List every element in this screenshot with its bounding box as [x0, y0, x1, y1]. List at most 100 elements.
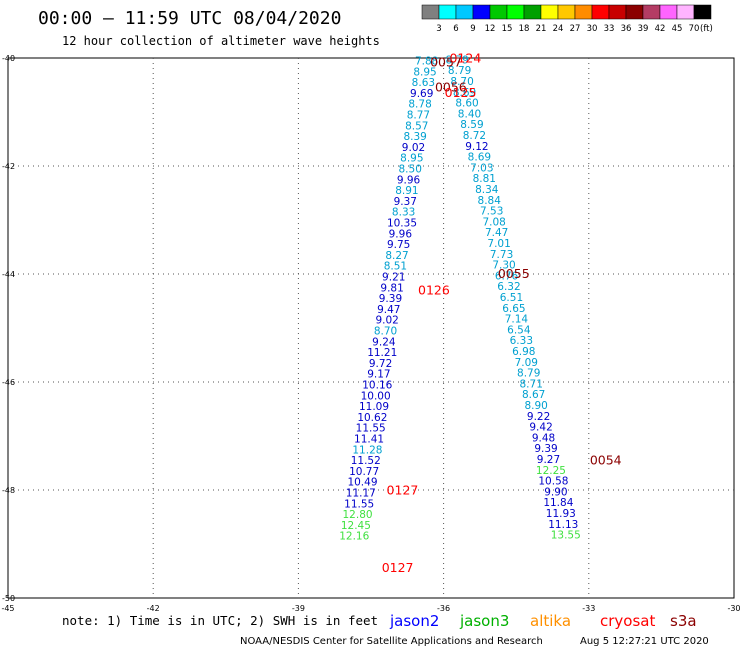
wave-height-value: 12.16 [339, 531, 369, 543]
wave-height-value: 10.58 [538, 476, 568, 488]
colorbar-swatch [608, 4, 627, 20]
colorbar-swatch [506, 4, 525, 20]
wave-height-value: 12.80 [343, 509, 373, 521]
wave-height-value: 8.78 [408, 99, 431, 111]
pass-time-label: 0057 [430, 55, 462, 70]
wave-height-value: 9.17 [367, 369, 390, 381]
wave-height-value: 11.52 [351, 455, 381, 467]
wave-height-value: 8.95 [413, 66, 436, 78]
legend-s3a: s3a [670, 612, 697, 630]
colorbar-label: 70 [689, 24, 700, 34]
wave-height-value: 8.71 [520, 378, 543, 390]
lat-tick-label: -46 [2, 378, 15, 387]
axis-ticks: -45 -42 -39 -36 -33 -30 -40 -42 -44 -46 -48 -50 [1, 54, 740, 613]
wave-height-value: 9.96 [389, 228, 413, 240]
colorbar-swatch [455, 4, 474, 20]
wave-height-value: 9.02 [402, 142, 425, 154]
wave-height-value: 9.47 [377, 304, 400, 316]
wave-height-value: 6.76 [495, 270, 519, 282]
wave-height-value: 7.30 [492, 260, 515, 272]
wave-height-value: 8.81 [473, 173, 496, 185]
wave-height-value: 8.70 [374, 325, 397, 337]
wave-height-value: 7.14 [505, 314, 529, 326]
map-frame [7, 57, 735, 599]
credit-right: Aug 5 12:27:21 UTC 2020 [580, 636, 709, 647]
wave-height-value: 8.77 [407, 109, 430, 121]
wave-height-value: 11.84 [543, 497, 573, 509]
lon-tick-label: -42 [147, 604, 160, 613]
satellite-tracks: 7.888.958.639.698.788.778.578.399.028.95… [339, 54, 581, 542]
wave-height-value: 11.13 [548, 519, 578, 531]
wave-height-value: 8.39 [403, 131, 426, 143]
wave-height-value: 8.33 [392, 207, 415, 219]
legend-altika: altika [530, 612, 571, 630]
wave-height-value: 8.57 [405, 120, 428, 132]
colorbar-swatch [625, 4, 644, 20]
colorbar-swatch [591, 4, 610, 20]
colorbar-swatch [421, 4, 440, 20]
wave-height-value: 9.48 [532, 432, 555, 444]
colorbar-swatch [540, 4, 559, 20]
wave-height-value: 6.54 [507, 324, 531, 336]
wave-height-value: 8.91 [395, 185, 418, 197]
pass-time-label: 0054 [590, 453, 622, 468]
wave-height-value: 9.39 [379, 293, 402, 305]
wave-height-value: 8.79 [445, 54, 468, 66]
wave-height-value: 11.55 [344, 498, 374, 510]
wave-height-value: 8.59 [460, 119, 483, 131]
wave-height-value: 7.47 [485, 227, 508, 239]
wave-height-value: 9.90 [544, 486, 567, 498]
wave-height-value: 8.79 [517, 368, 540, 380]
wave-height-value: 8.50 [399, 163, 422, 175]
wave-height-value: 9.22 [527, 411, 550, 423]
legend-jason2: jason2 [389, 612, 439, 630]
wave-height-value: 10.49 [347, 477, 377, 489]
wave-height-value: 8.67 [522, 389, 545, 401]
pass-time-label: 0125 [445, 85, 477, 100]
graticule [8, 58, 734, 598]
colorbar-label: 27 [570, 24, 581, 34]
wave-height-value: 7.01 [487, 238, 510, 250]
wave-height-value: 9.12 [465, 141, 488, 153]
colorbar: 3 6 9 12 15 18 21 24 27 30 33 36 39 42 45 70 [421, 4, 712, 34]
colorbar-label: 45 [672, 24, 683, 34]
wave-height-value: 8.69 [453, 87, 476, 99]
colorbar-label: 15 [502, 24, 513, 34]
wave-height-value: 9.81 [380, 282, 403, 294]
wave-height-value: 8.34 [475, 184, 499, 196]
lon-tick-label: -30 [727, 604, 740, 613]
colorbar-swatch [693, 4, 712, 20]
colorbar-swatch [472, 4, 491, 20]
wave-height-value: 10.62 [357, 412, 387, 424]
wave-height-value: 6.33 [510, 335, 533, 347]
lat-tick-label: -50 [2, 594, 15, 603]
colorbar-label: 12 [485, 24, 496, 34]
colorbar-label: 3 [436, 24, 441, 34]
pass-time-label: 0124 [449, 50, 481, 65]
lon-tick-label: -33 [582, 604, 595, 613]
colorbar-unit: (ft) [700, 24, 713, 34]
colorbar-swatch [523, 4, 542, 20]
wave-height-value: 8.72 [463, 130, 486, 142]
colorbar-label: 24 [553, 24, 564, 34]
map-subtitle: 12 hour collection of altimeter wave hei… [62, 34, 380, 48]
colorbar-label: 36 [621, 24, 632, 34]
wave-height-value: 9.42 [529, 422, 552, 434]
wave-height-value: 13.55 [551, 530, 581, 542]
legend-cryosat: cryosat [600, 612, 655, 630]
pass-time-label: 0055 [498, 266, 530, 281]
wave-height-value: 9.24 [372, 336, 396, 348]
footnote: note: 1) Time is in UTC; 2) SWH is in fe… [62, 613, 378, 628]
lon-tick-label: -45 [1, 604, 14, 613]
wave-height-value: 8.60 [455, 98, 478, 110]
satellite-legend: jason2 jason3 altika cryosat s3a [389, 612, 697, 630]
wave-height-value: 8.51 [384, 261, 407, 273]
lat-tick-label: -44 [2, 270, 15, 279]
wave-height-value: 6.98 [512, 346, 535, 358]
wave-height-value: 9.21 [382, 271, 405, 283]
colorbar-label: 9 [470, 24, 475, 34]
colorbar-label: 6 [453, 24, 458, 34]
wave-height-value: 7.88 [415, 55, 438, 67]
credit-left: NOAA/NESDIS Center for Satellite Applica… [240, 636, 543, 647]
